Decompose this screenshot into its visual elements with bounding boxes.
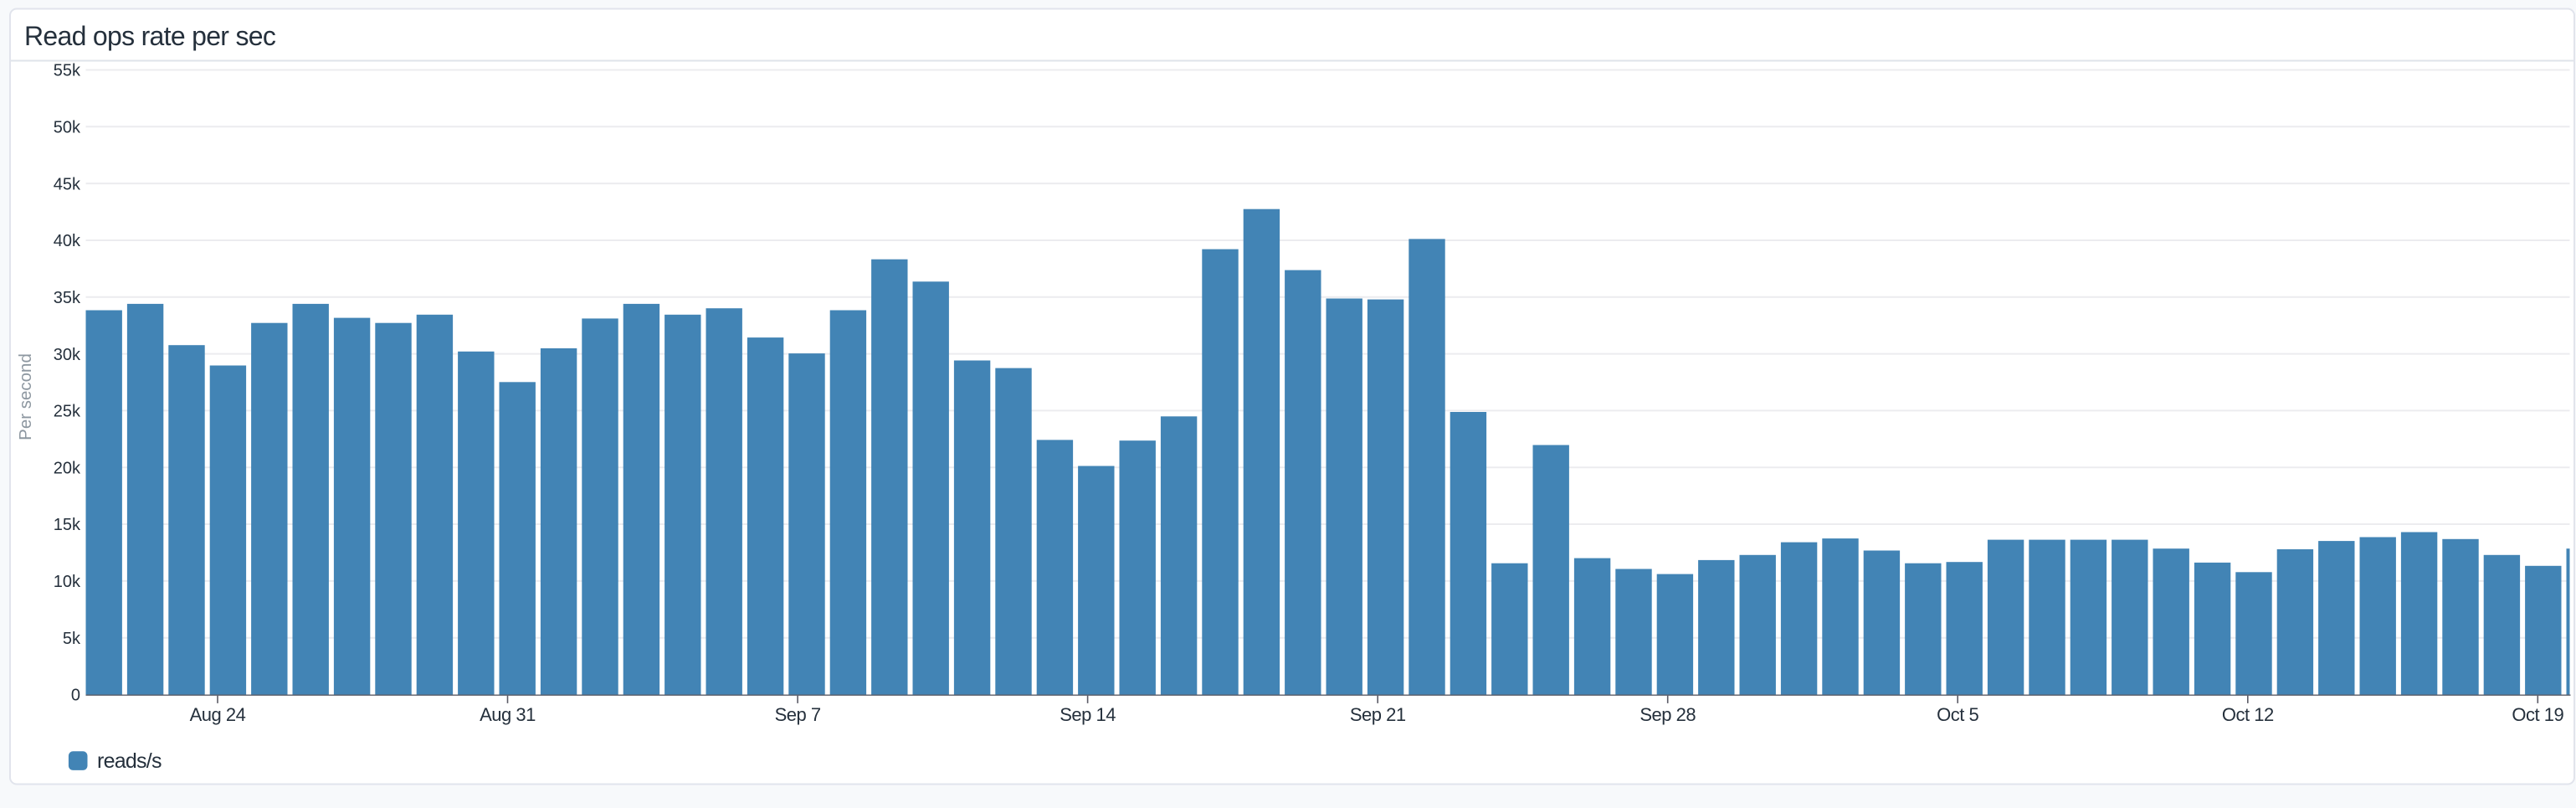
svg-text:55k: 55k (54, 62, 81, 80)
svg-text:45k: 45k (54, 175, 81, 193)
svg-text:0: 0 (71, 687, 80, 705)
svg-text:50k: 50k (54, 119, 81, 137)
svg-text:Sep 7: Sep 7 (775, 704, 821, 725)
svg-text:15k: 15k (54, 516, 81, 534)
svg-text:Oct 12: Oct 12 (2222, 704, 2274, 725)
svg-text:Read ops rate per sec: Read ops rate per sec (24, 21, 276, 51)
svg-text:35k: 35k (54, 289, 81, 307)
svg-text:Sep 28: Sep 28 (1640, 704, 1696, 725)
svg-text:20k: 20k (54, 459, 81, 477)
svg-text:Aug 31: Aug 31 (480, 704, 536, 725)
svg-text:Per second: Per second (16, 353, 35, 440)
svg-text:5k: 5k (63, 630, 81, 648)
svg-text:40k: 40k (54, 232, 81, 250)
svg-text:25k: 25k (54, 403, 81, 421)
svg-text:Oct 19: Oct 19 (2512, 704, 2563, 725)
svg-text:reads/s: reads/s (97, 749, 162, 773)
svg-text:30k: 30k (54, 346, 81, 364)
svg-text:10k: 10k (54, 573, 81, 591)
svg-text:Oct 5: Oct 5 (1937, 704, 1978, 725)
svg-text:Sep 21: Sep 21 (1350, 704, 1406, 725)
svg-text:Aug 24: Aug 24 (190, 704, 246, 725)
svg-text:Sep 14: Sep 14 (1060, 704, 1116, 725)
